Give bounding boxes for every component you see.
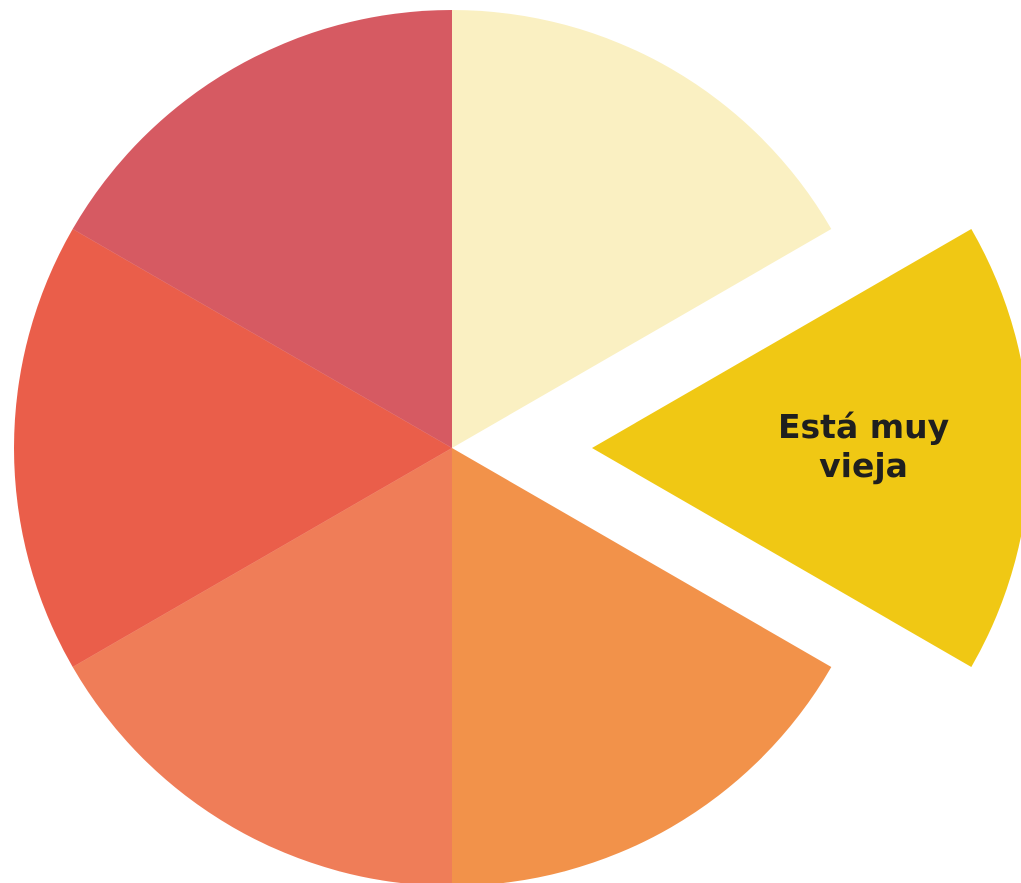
slice-label-0-line-0: Está muy: [778, 407, 949, 446]
pie-slice-3: [13, 229, 452, 667]
pie-slice-1: [452, 448, 832, 883]
pie-slice-2: [72, 448, 452, 883]
pie-slice-0: [592, 229, 1021, 667]
pie-slice-4: [72, 10, 452, 448]
pie-slice-5: [452, 10, 832, 448]
pie-slices: [13, 10, 1021, 883]
slice-label-0-line-1: vieja: [819, 446, 908, 485]
